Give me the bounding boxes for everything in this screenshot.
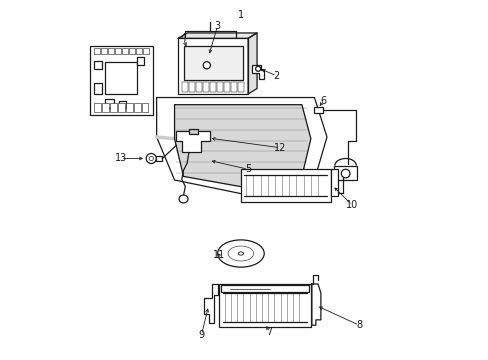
Bar xyxy=(178,39,247,94)
Text: 5: 5 xyxy=(244,164,251,174)
Polygon shape xyxy=(174,105,310,188)
Bar xyxy=(209,82,216,92)
Bar xyxy=(104,62,137,94)
Bar xyxy=(188,82,195,92)
Text: 2: 2 xyxy=(273,71,279,81)
Polygon shape xyxy=(310,284,320,325)
Polygon shape xyxy=(247,33,257,94)
Polygon shape xyxy=(178,33,257,39)
Bar xyxy=(237,82,244,92)
Circle shape xyxy=(203,62,210,69)
Circle shape xyxy=(149,156,153,161)
Text: 6: 6 xyxy=(320,96,326,106)
Text: 1: 1 xyxy=(237,10,244,20)
Bar xyxy=(94,83,102,94)
Polygon shape xyxy=(199,56,214,72)
Bar xyxy=(104,99,113,108)
Bar xyxy=(122,48,127,54)
Polygon shape xyxy=(251,64,264,79)
Bar xyxy=(109,103,117,112)
Text: 13: 13 xyxy=(114,153,127,163)
Text: 8: 8 xyxy=(355,320,362,330)
Bar xyxy=(141,103,148,112)
Bar xyxy=(182,82,187,92)
Circle shape xyxy=(341,169,349,178)
Ellipse shape xyxy=(217,240,264,267)
Bar xyxy=(94,48,100,54)
Ellipse shape xyxy=(238,252,243,255)
Polygon shape xyxy=(156,98,326,194)
Bar xyxy=(221,285,308,292)
Bar xyxy=(333,166,357,180)
Bar xyxy=(101,48,107,54)
Text: 4: 4 xyxy=(180,33,186,43)
Text: 3: 3 xyxy=(214,21,220,31)
Bar xyxy=(119,101,126,108)
Bar xyxy=(156,156,162,161)
Bar xyxy=(330,169,338,196)
Bar xyxy=(128,48,135,54)
Bar xyxy=(115,48,121,54)
Bar xyxy=(137,57,144,65)
Bar xyxy=(133,103,140,112)
Bar xyxy=(230,82,236,92)
Bar xyxy=(202,82,208,92)
Bar xyxy=(102,103,108,112)
Bar xyxy=(223,82,229,92)
Bar xyxy=(94,103,101,112)
Bar xyxy=(125,103,132,112)
Text: 9: 9 xyxy=(198,330,204,340)
Bar xyxy=(219,284,310,327)
Circle shape xyxy=(255,66,260,71)
Bar xyxy=(94,61,102,69)
Bar xyxy=(183,45,242,80)
Text: 12: 12 xyxy=(274,143,286,153)
Text: 7: 7 xyxy=(266,327,272,337)
Text: 10: 10 xyxy=(345,200,358,210)
Bar xyxy=(118,103,124,112)
Polygon shape xyxy=(176,131,210,152)
Text: 11: 11 xyxy=(213,250,225,260)
Bar xyxy=(90,45,153,116)
Bar xyxy=(107,48,114,54)
Polygon shape xyxy=(203,284,217,323)
Bar xyxy=(241,169,330,202)
Bar xyxy=(195,82,202,92)
Bar xyxy=(216,82,223,92)
Circle shape xyxy=(146,153,156,163)
Bar xyxy=(314,107,323,113)
Ellipse shape xyxy=(179,195,187,203)
Bar xyxy=(188,130,198,134)
Bar xyxy=(135,48,142,54)
Bar xyxy=(142,48,148,54)
